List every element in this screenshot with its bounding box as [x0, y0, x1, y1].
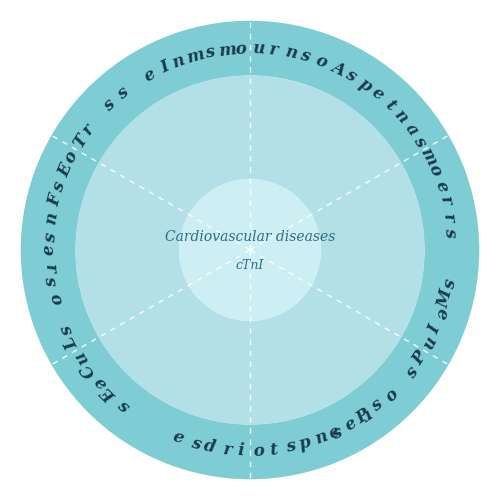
Text: m: m [217, 40, 236, 60]
Text: C: C [78, 360, 100, 380]
Text: s: s [42, 276, 60, 288]
Text: s: s [440, 276, 458, 288]
Text: r: r [440, 212, 458, 224]
Text: s: s [410, 134, 430, 150]
Text: n: n [70, 348, 91, 368]
Text: s: s [284, 438, 297, 456]
Text: e: e [432, 179, 450, 194]
Circle shape [22, 22, 478, 478]
Text: a: a [402, 120, 421, 140]
Circle shape [180, 180, 320, 320]
Text: o: o [62, 148, 82, 166]
Text: P: P [409, 348, 430, 368]
Text: A: A [328, 58, 347, 80]
Text: s: s [298, 47, 312, 66]
Text: I: I [158, 58, 172, 77]
Text: e: e [432, 306, 450, 321]
Text: n: n [42, 210, 60, 226]
Text: s: s [56, 322, 75, 338]
Text: s: s [342, 66, 359, 86]
Text: o: o [46, 292, 64, 307]
Text: e: e [140, 66, 158, 86]
Text: e: e [326, 422, 343, 442]
Text: p: p [356, 75, 376, 96]
Text: e: e [40, 244, 58, 256]
Text: i: i [238, 442, 244, 460]
Text: Cardiovascular diseases: Cardiovascular diseases [165, 230, 335, 244]
Text: o: o [314, 52, 330, 72]
Text: n: n [283, 44, 298, 62]
Text: E: E [55, 161, 76, 180]
Text: m: m [184, 46, 206, 67]
Text: e: e [342, 414, 359, 434]
Text: r: r [222, 441, 232, 459]
Text: s: s [330, 422, 346, 440]
Text: n: n [170, 52, 187, 72]
Text: s: s [114, 396, 132, 415]
Text: t: t [382, 97, 399, 114]
Text: s: s [203, 44, 215, 62]
Text: s: s [114, 84, 132, 103]
Text: e: e [368, 84, 386, 104]
Text: I: I [426, 323, 444, 337]
Text: r: r [79, 122, 98, 138]
Text: s: s [100, 96, 119, 115]
Text: s: s [402, 361, 421, 379]
Text: s: s [442, 227, 460, 237]
Text: r: r [357, 405, 374, 424]
Text: p: p [297, 434, 312, 454]
Text: o: o [235, 40, 247, 58]
Text: s: s [368, 396, 386, 415]
Circle shape [76, 76, 424, 424]
Text: e: e [170, 428, 186, 448]
Text: u: u [252, 40, 266, 58]
Circle shape [180, 180, 320, 320]
Text: o: o [380, 384, 400, 404]
Text: E: E [99, 384, 120, 404]
Text: F: F [46, 193, 64, 208]
Text: n: n [418, 334, 439, 352]
Text: n: n [313, 428, 330, 448]
Text: T: T [70, 132, 91, 152]
Text: M: M [434, 288, 456, 310]
Text: n: n [390, 106, 410, 126]
Text: t: t [268, 441, 278, 458]
Circle shape [76, 76, 424, 424]
Text: d: d [202, 438, 216, 456]
Text: cTnI: cTnI [236, 259, 264, 272]
Text: r: r [436, 194, 454, 207]
Text: s: s [40, 230, 58, 241]
Text: s: s [50, 180, 68, 194]
Text: m: m [417, 146, 440, 169]
Text: r: r [40, 262, 58, 273]
Text: s: s [188, 434, 202, 453]
Text: r: r [268, 41, 278, 59]
Text: P: P [353, 406, 372, 427]
Text: o: o [253, 442, 265, 460]
Text: o: o [424, 162, 444, 178]
Text: e: e [90, 374, 110, 394]
Text: L: L [61, 334, 82, 352]
